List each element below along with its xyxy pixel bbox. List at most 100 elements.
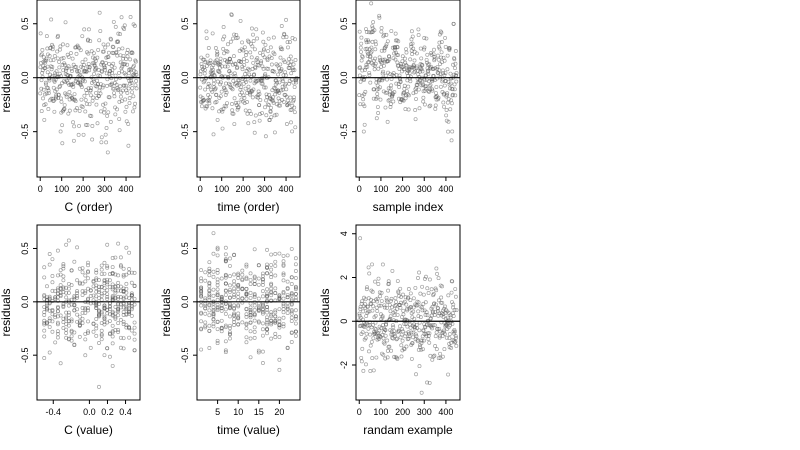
data-point bbox=[281, 322, 286, 326]
data-point bbox=[215, 245, 220, 250]
data-point bbox=[121, 289, 126, 294]
data-point bbox=[358, 65, 363, 70]
data-point bbox=[106, 50, 111, 55]
data-point bbox=[110, 323, 115, 328]
data-point bbox=[80, 270, 85, 275]
data-point bbox=[121, 53, 126, 58]
data-point bbox=[401, 292, 405, 297]
data-point bbox=[47, 318, 52, 323]
data-point bbox=[72, 297, 77, 302]
data-point bbox=[66, 337, 71, 342]
data-point bbox=[289, 311, 294, 316]
data-point bbox=[289, 297, 294, 302]
data-point bbox=[121, 295, 126, 300]
data-point bbox=[95, 82, 100, 87]
data-point bbox=[79, 83, 83, 88]
y-axis-title: residuals bbox=[159, 288, 173, 336]
data-point bbox=[83, 310, 88, 315]
data-point bbox=[211, 293, 216, 298]
data-point bbox=[435, 327, 440, 331]
data-point bbox=[370, 308, 375, 313]
data-point bbox=[128, 57, 133, 62]
data-point bbox=[69, 334, 74, 339]
data-point bbox=[382, 32, 387, 37]
data-point bbox=[442, 328, 446, 333]
data-point bbox=[232, 292, 237, 297]
data-point bbox=[453, 49, 458, 53]
data-point bbox=[433, 286, 438, 291]
data-point bbox=[102, 271, 107, 276]
data-point bbox=[260, 302, 265, 307]
data-point bbox=[207, 101, 212, 106]
data-point bbox=[285, 305, 290, 309]
data-point bbox=[366, 326, 371, 331]
data-point bbox=[42, 275, 47, 280]
data-point bbox=[390, 94, 395, 99]
data-point bbox=[256, 350, 261, 355]
data-point bbox=[233, 100, 238, 105]
data-point bbox=[134, 78, 139, 83]
data-point bbox=[123, 62, 127, 67]
data-point bbox=[246, 121, 251, 126]
data-point bbox=[261, 39, 266, 44]
data-point bbox=[407, 334, 412, 338]
scatter-panel-4: -0.4 0.0 0.2 0.4-0.50.00.5C (value)residual… bbox=[0, 224, 141, 437]
data-point bbox=[200, 64, 205, 69]
data-point bbox=[406, 295, 411, 300]
data-point bbox=[257, 92, 262, 97]
data-point bbox=[412, 316, 417, 321]
data-point bbox=[108, 119, 113, 124]
data-point bbox=[112, 65, 117, 70]
x-tick-label: 20 bbox=[274, 407, 284, 417]
data-point bbox=[242, 45, 247, 50]
data-point bbox=[269, 289, 274, 294]
data-point bbox=[133, 101, 138, 106]
data-point bbox=[436, 356, 441, 361]
data-point bbox=[415, 64, 420, 69]
data-point bbox=[243, 86, 248, 91]
data-point bbox=[241, 93, 246, 98]
data-point bbox=[255, 62, 260, 67]
data-point bbox=[101, 83, 106, 88]
data-point bbox=[56, 92, 61, 97]
data-point bbox=[412, 326, 417, 331]
data-point bbox=[366, 39, 371, 44]
y-axis-title: residuals bbox=[0, 64, 13, 112]
data-point bbox=[393, 296, 398, 301]
data-point bbox=[127, 270, 132, 275]
data-point bbox=[358, 315, 363, 320]
data-point bbox=[239, 59, 243, 64]
data-point bbox=[388, 72, 393, 77]
data-point bbox=[64, 327, 69, 332]
data-point bbox=[50, 257, 55, 262]
data-point bbox=[273, 291, 278, 296]
data-point bbox=[431, 354, 436, 359]
data-point bbox=[411, 46, 416, 51]
data-point bbox=[414, 334, 419, 339]
data-point bbox=[228, 263, 232, 268]
data-point bbox=[248, 313, 253, 318]
data-point bbox=[398, 79, 403, 84]
data-point bbox=[89, 114, 94, 119]
data-point bbox=[427, 104, 432, 109]
data-point bbox=[265, 318, 269, 322]
data-point bbox=[240, 272, 245, 277]
data-point bbox=[361, 129, 366, 134]
data-point bbox=[62, 103, 67, 108]
data-point bbox=[284, 17, 288, 22]
plot-frame bbox=[355, 224, 461, 401]
data-point bbox=[401, 312, 406, 317]
data-point bbox=[232, 295, 237, 299]
data-point bbox=[266, 49, 270, 54]
data-point bbox=[252, 282, 257, 286]
data-point bbox=[372, 28, 377, 33]
data-point bbox=[274, 78, 279, 83]
data-point bbox=[40, 48, 45, 52]
data-point bbox=[423, 300, 428, 305]
data-point bbox=[420, 63, 425, 68]
data-point bbox=[416, 33, 421, 37]
data-point bbox=[97, 278, 101, 282]
data-point bbox=[435, 65, 440, 69]
data-point bbox=[248, 282, 253, 286]
data-point bbox=[377, 290, 382, 295]
